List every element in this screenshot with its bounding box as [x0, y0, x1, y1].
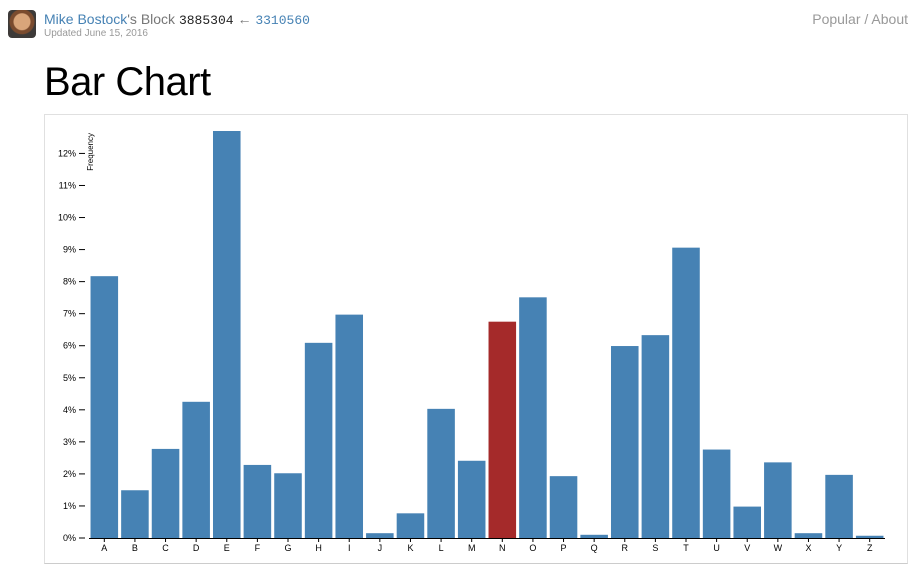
x-tick-label: W: [774, 543, 783, 553]
x-tick-label: Z: [867, 543, 873, 553]
top-bar: Mike Bostock's Block 3885304 ← 3310560 U…: [0, 0, 918, 44]
y-tick-label: 1%: [63, 501, 76, 511]
x-tick-label: H: [315, 543, 322, 553]
author-suffix: 's Block: [127, 11, 176, 27]
bar-chart: 0% 1% 2% 3% 4% 5% 6% 7% 8% 9% 10% 11% 12% Frequency A B…: [58, 131, 885, 553]
x-tick-label: J: [378, 543, 383, 553]
bar-x: [794, 533, 823, 538]
y-tick-label: 4%: [63, 405, 76, 415]
x-tick-label: A: [101, 543, 107, 553]
bar-f: [243, 464, 272, 538]
bar-e: [212, 131, 241, 538]
bar-d: [182, 401, 210, 538]
y-tick-label: 10%: [58, 213, 76, 223]
bar-b: [121, 490, 149, 538]
y-tick-label: 3%: [63, 437, 76, 447]
bar-n: [488, 321, 517, 538]
bar-s: [641, 335, 670, 538]
bar-v: [733, 506, 762, 538]
bar-c: [151, 448, 180, 538]
block-title-line: Mike Bostock's Block 3885304 ← 3310560: [44, 11, 310, 28]
updated-date: Updated June 15, 2016: [44, 28, 148, 39]
bar-y: [825, 474, 853, 538]
bar-t: [672, 247, 700, 538]
y-tick-label: 12%: [58, 148, 76, 158]
x-tick-label: F: [255, 543, 261, 553]
bar-o: [519, 297, 547, 538]
bar-w: [764, 462, 792, 538]
parent-block-link[interactable]: 3310560: [255, 13, 310, 28]
x-tick-label: D: [193, 543, 200, 553]
y-tick-label: 2%: [63, 469, 76, 479]
y-tick-label: 7%: [63, 309, 76, 319]
x-tick-label: E: [224, 543, 230, 553]
x-tick-label: T: [683, 543, 689, 553]
x-tick-label: N: [499, 543, 506, 553]
chart-frame: 0% 1% 2% 3% 4% 5% 6% 7% 8% 9% 10% 11% 12% Frequency A B…: [44, 114, 908, 564]
top-nav: Popular / About: [812, 11, 908, 27]
x-tick-label: X: [805, 543, 811, 553]
bar-g: [274, 473, 302, 538]
x-tick-label: G: [284, 543, 291, 553]
x-tick-label: I: [348, 543, 351, 553]
y-tick-label: 11%: [59, 180, 76, 190]
nav-about-link[interactable]: About: [871, 11, 908, 27]
x-tick-label: M: [468, 543, 476, 553]
x-tick-label: U: [713, 543, 720, 553]
x-tick-label: S: [652, 543, 658, 553]
x-tick-label: B: [132, 543, 138, 553]
bar-k: [396, 513, 425, 538]
y-tick-label: 9%: [63, 245, 76, 255]
bar-z: [855, 535, 884, 538]
nav-separator: /: [860, 11, 872, 27]
y-axis-label: Frequency: [86, 133, 95, 171]
bar-m: [457, 460, 486, 538]
page-title: Bar Chart: [44, 60, 211, 104]
avatar[interactable]: [8, 10, 36, 38]
x-tick-label: K: [407, 543, 413, 553]
x-tick-label: Q: [591, 543, 598, 553]
x-tick-label: P: [561, 543, 567, 553]
bar-p: [549, 476, 578, 538]
bar-q: [580, 534, 608, 538]
x-tick-label: C: [162, 543, 169, 553]
y-tick-label: 6%: [63, 341, 76, 351]
bar-j: [366, 533, 394, 538]
x-tick-label: R: [622, 543, 629, 553]
fork-arrow: ←: [237, 11, 252, 27]
bar-u: [702, 449, 731, 538]
y-tick-label: 8%: [63, 277, 76, 287]
x-tick-label: Y: [836, 543, 842, 553]
y-tick-label: 0%: [63, 533, 76, 543]
block-id: 3885304: [178, 13, 234, 28]
bar-h: [304, 342, 333, 538]
y-tick-label: 5%: [63, 373, 76, 383]
bar-i: [335, 314, 364, 538]
bar-l: [427, 408, 455, 538]
x-tick-label: O: [529, 543, 536, 553]
nav-popular-link[interactable]: Popular: [812, 11, 861, 27]
bar-a: [90, 276, 119, 538]
bar-r: [610, 346, 639, 538]
x-tick-label: L: [439, 543, 444, 553]
x-tick-label: V: [744, 543, 750, 553]
author-link[interactable]: Mike Bostock: [44, 11, 128, 27]
